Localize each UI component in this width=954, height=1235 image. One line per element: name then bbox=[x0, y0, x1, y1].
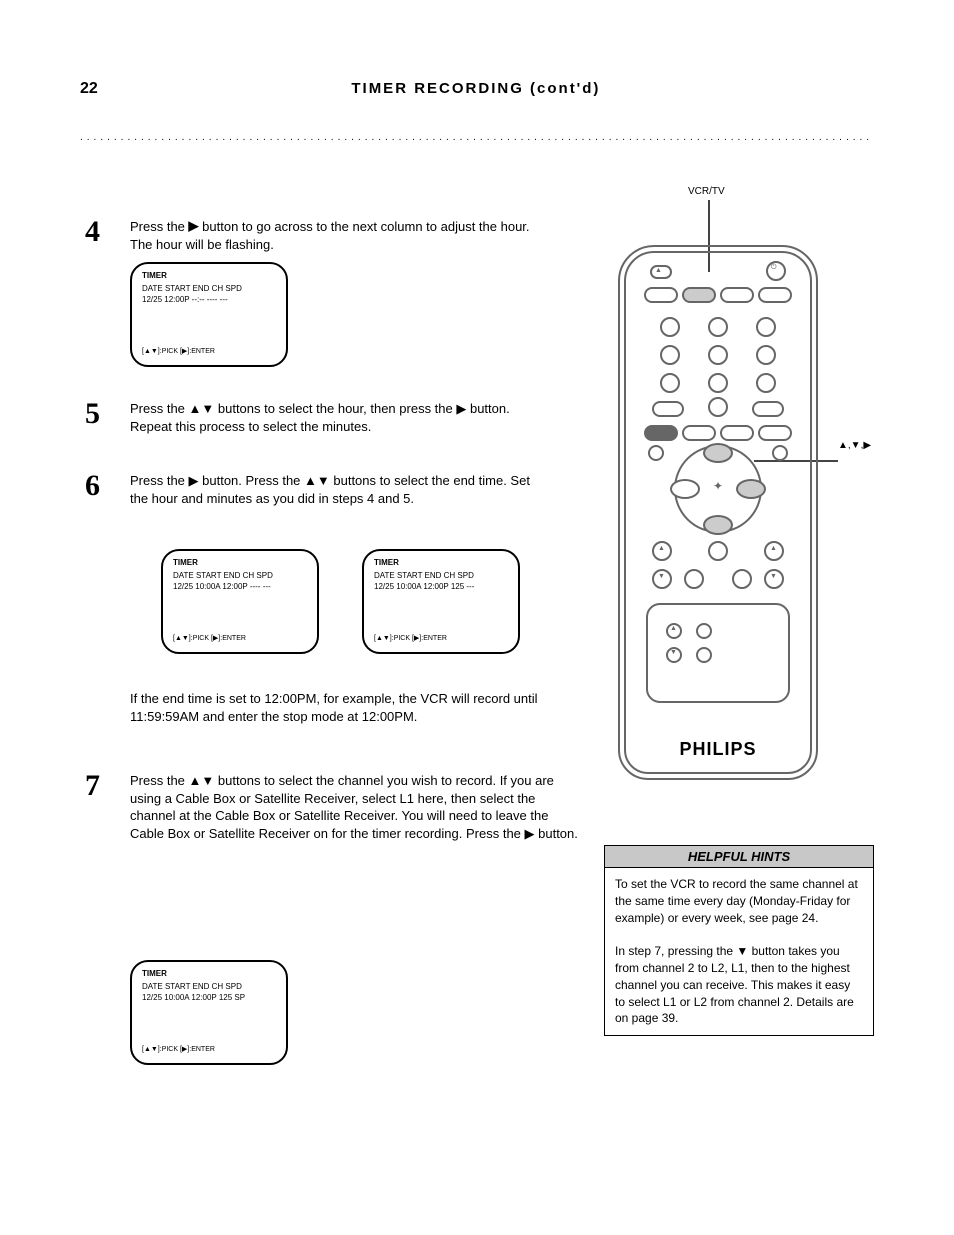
screen7-cols: DATE START END CH SPD bbox=[142, 981, 276, 992]
num-6[interactable] bbox=[756, 345, 776, 365]
hint-1: To set the VCR to record the same channe… bbox=[615, 876, 863, 926]
dpad-right[interactable] bbox=[736, 479, 766, 499]
mode-button-4[interactable] bbox=[758, 287, 792, 303]
panel-btn-4[interactable] bbox=[696, 647, 712, 663]
screen6a-title: TIMER bbox=[173, 557, 307, 568]
screen-step7: TIMER DATE START END CH SPD 12/25 10:00A… bbox=[130, 960, 288, 1065]
screen-step6a: TIMER DATE START END CH SPD 12/25 10:00A… bbox=[161, 549, 319, 654]
helpful-hints-box: HELPFUL HINTS To set the VCR to record t… bbox=[604, 845, 874, 1036]
step-4-text-c: The hour will be flashing. bbox=[130, 237, 274, 252]
panel-btn-2[interactable] bbox=[696, 623, 712, 639]
num-7[interactable] bbox=[660, 373, 680, 393]
num-2[interactable] bbox=[708, 317, 728, 337]
num-3[interactable] bbox=[756, 317, 776, 337]
step-5-text: Press the ▲▼ buttons to select the hour,… bbox=[130, 401, 510, 434]
step-5: 5 Press the ▲▼ buttons to select the hou… bbox=[130, 400, 550, 435]
screen6b-row: 12/25 10:00A 12:00P 125 --- bbox=[374, 581, 508, 592]
helpful-hints-body: To set the VCR to record the same channe… bbox=[605, 868, 873, 1035]
dpad-center-icon: ✦ bbox=[710, 479, 726, 493]
step-7: 7 Press the ▲▼ buttons to select the cha… bbox=[130, 772, 580, 842]
lower-btn-2[interactable] bbox=[708, 541, 728, 561]
step-7-text: Press the ▲▼ buttons to select the chann… bbox=[130, 773, 578, 841]
num-4[interactable] bbox=[660, 345, 680, 365]
remote-control-diagram: ▲ ⏻ ✦ ▲ ▲ ▼ ▼ ▲ ▼ PHILIPS bbox=[618, 245, 818, 780]
transport-1[interactable] bbox=[644, 425, 678, 441]
screen6a-foot: [▲▼]:PICK [▶]:ENTER bbox=[173, 634, 246, 644]
screen4-title: TIMER bbox=[142, 270, 276, 281]
callout-vcr-tv: VCR/TV bbox=[688, 186, 725, 198]
brand-logo: PHILIPS bbox=[618, 739, 818, 760]
side-button-tr[interactable] bbox=[772, 445, 788, 461]
step-4-text-b: button to go across to the next column t… bbox=[202, 219, 529, 234]
panel-dn-icon: ▼ bbox=[670, 649, 677, 656]
mode-button-3[interactable] bbox=[720, 287, 754, 303]
dotted-rule: ........................................… bbox=[80, 132, 874, 143]
transport-2[interactable] bbox=[682, 425, 716, 441]
vcr-tv-button[interactable] bbox=[682, 287, 716, 303]
screen7-row: 12/25 10:00A 12:00P 125 SP bbox=[142, 992, 276, 1003]
lower-btn-5[interactable] bbox=[684, 569, 704, 589]
lower-btn-6[interactable] bbox=[732, 569, 752, 589]
ch-up-icon: ▲ bbox=[770, 545, 777, 552]
ch-dn-icon: ▼ bbox=[770, 573, 777, 580]
step-4-text-a: Press the bbox=[130, 219, 189, 234]
step-5-number: 5 bbox=[85, 394, 100, 435]
step-6-text-a: Press the ▶ button. Press the ▲▼ buttons… bbox=[130, 473, 530, 506]
header-row: 22 TIMER RECORDING (cont'd) bbox=[80, 80, 874, 98]
num-0[interactable] bbox=[708, 397, 728, 417]
hint-2: In step 7, pressing the ▼ button takes y… bbox=[615, 943, 863, 1027]
num-9[interactable] bbox=[756, 373, 776, 393]
screen6b-cols: DATE START END CH SPD bbox=[374, 570, 508, 581]
step-4: 4 Press the ▶ button to go across to the… bbox=[130, 218, 550, 253]
page-number: 22 bbox=[80, 80, 98, 98]
screen6a-cols: DATE START END CH SPD bbox=[173, 570, 307, 581]
step-4-number: 4 bbox=[85, 212, 100, 253]
screen7-foot: [▲▼]:PICK [▶]:ENTER bbox=[142, 1045, 215, 1055]
callout-arrows: ▲,▼,▶ bbox=[838, 440, 871, 452]
mode-button-1[interactable] bbox=[644, 287, 678, 303]
screen6b-title: TIMER bbox=[374, 557, 508, 568]
dpad-left[interactable] bbox=[670, 479, 700, 499]
screen6b-foot: [▲▼]:PICK [▶]:ENTER bbox=[374, 634, 447, 644]
step-6: 6 Press the ▶ button. Press the ▲▼ butto… bbox=[130, 472, 550, 507]
screen4-row: 12/25 12:00P --:-- ---- --- bbox=[142, 294, 276, 305]
num-1[interactable] bbox=[660, 317, 680, 337]
screen7-title: TIMER bbox=[142, 968, 276, 979]
num-8[interactable] bbox=[708, 373, 728, 393]
screen4-foot: [▲▼]:PICK [▶]:ENTER bbox=[142, 347, 215, 357]
fn-oval-1[interactable] bbox=[652, 401, 684, 417]
side-button-tl[interactable] bbox=[648, 445, 664, 461]
screen4-cols: DATE START END CH SPD bbox=[142, 283, 276, 294]
step-7-number: 7 bbox=[85, 766, 100, 807]
right-arrow-icon: ▶ bbox=[189, 217, 199, 235]
vol-up-icon: ▲ bbox=[658, 545, 665, 552]
step-6b: If the end time is set to 12:00PM, for e… bbox=[130, 690, 580, 725]
power-icon: ⏻ bbox=[771, 264, 777, 272]
screen6a-row: 12/25 10:00A 12:00P ---- --- bbox=[173, 581, 307, 592]
vol-dn-icon: ▼ bbox=[658, 573, 665, 580]
dpad-down[interactable] bbox=[703, 515, 733, 535]
screen-step6b: TIMER DATE START END CH SPD 12/25 10:00A… bbox=[362, 549, 520, 654]
dpad-up[interactable] bbox=[703, 443, 733, 463]
panel-up-icon: ▲ bbox=[670, 625, 677, 632]
transport-3[interactable] bbox=[720, 425, 754, 441]
screen-step4: TIMER DATE START END CH SPD 12/25 12:00P… bbox=[130, 262, 288, 367]
eject-icon: ▲ bbox=[655, 267, 662, 274]
page-title: TIMER RECORDING (cont'd) bbox=[98, 80, 854, 97]
transport-4[interactable] bbox=[758, 425, 792, 441]
step-6-text-b: If the end time is set to 12:00PM, for e… bbox=[130, 691, 538, 724]
fn-oval-2[interactable] bbox=[752, 401, 784, 417]
helpful-hints-title: HELPFUL HINTS bbox=[605, 846, 873, 868]
num-5[interactable] bbox=[708, 345, 728, 365]
step-6-number: 6 bbox=[85, 466, 100, 507]
